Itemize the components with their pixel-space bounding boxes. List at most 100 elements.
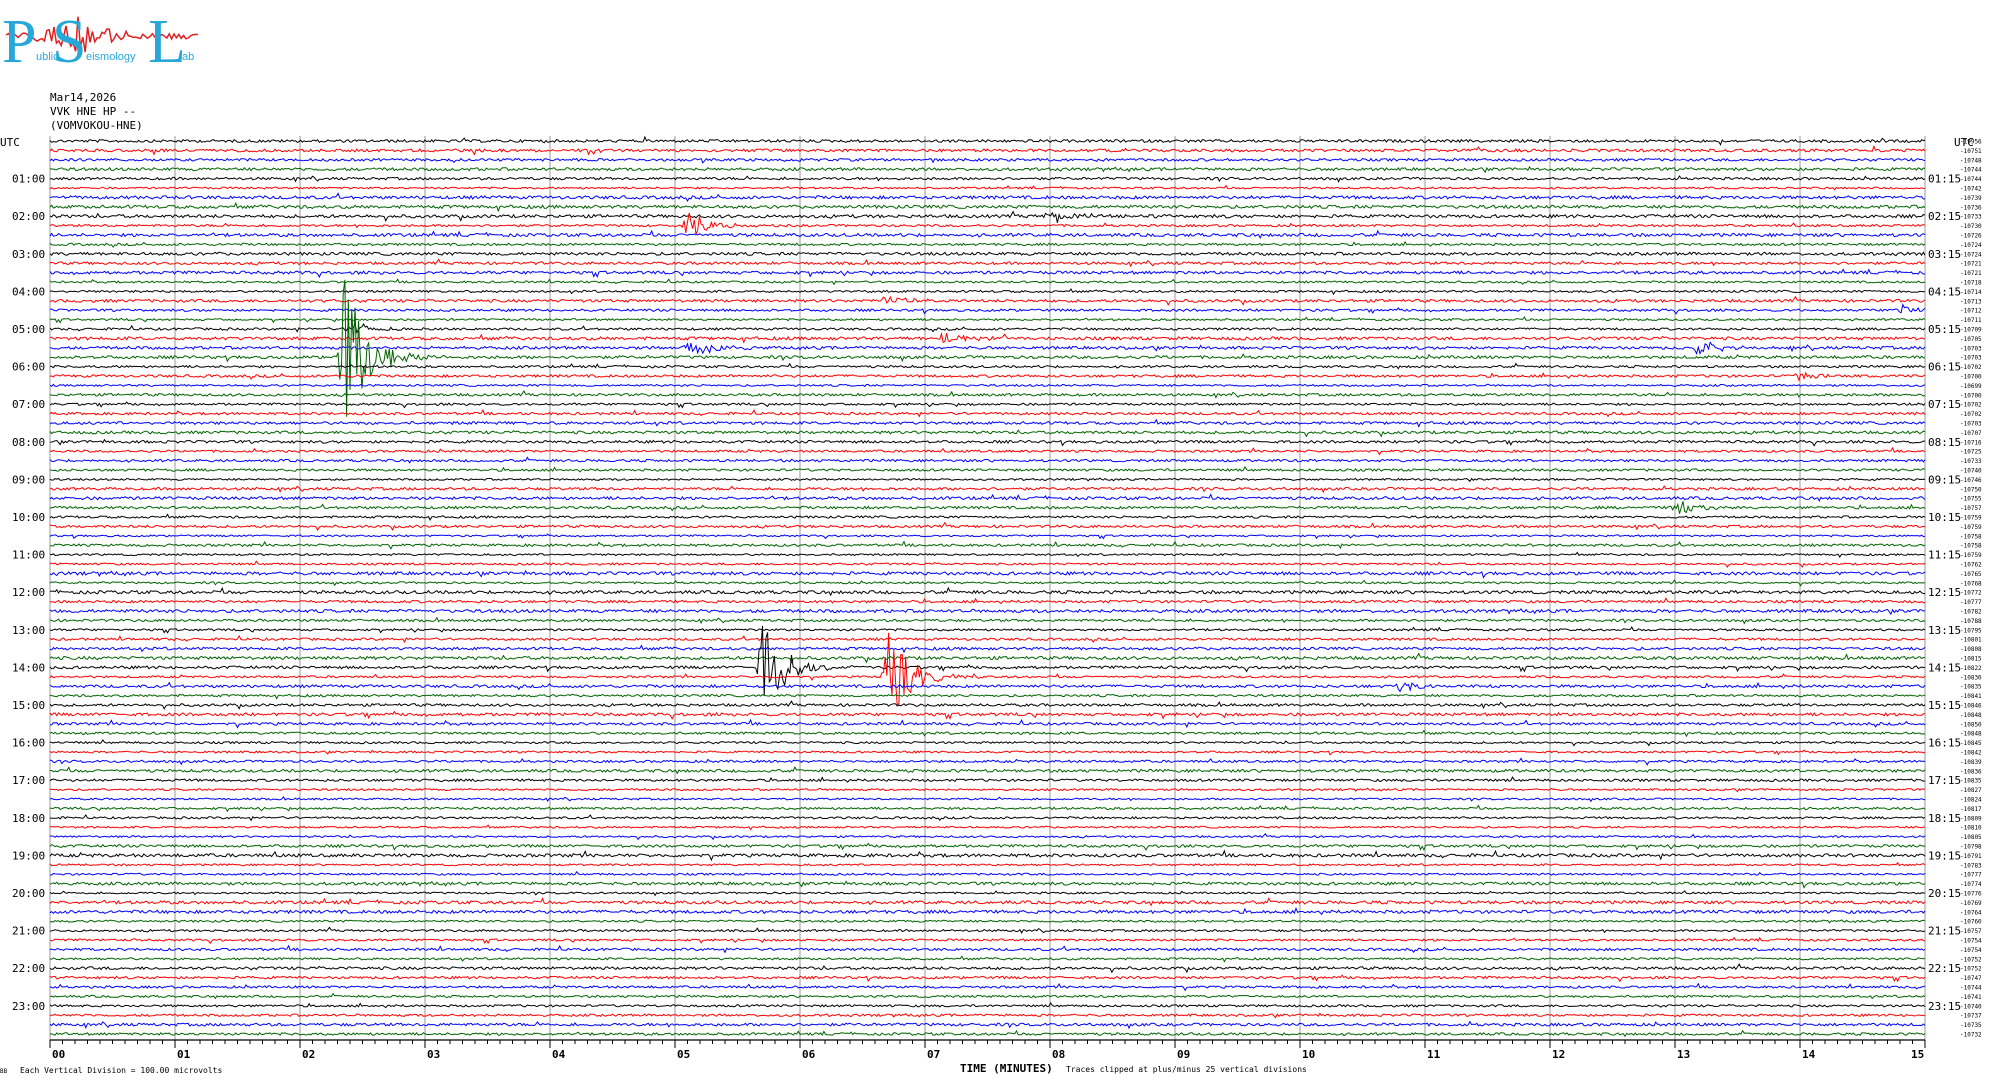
- trace-offset-label: -10782: [1960, 609, 1982, 616]
- left-hour-label: 23:00: [12, 1000, 45, 1013]
- x-tick-label: 11: [1427, 1048, 1441, 1061]
- left-hour-label: 14:00: [12, 661, 45, 674]
- trace-offset-label: -10759: [1960, 552, 1982, 559]
- seismic-trace: [49, 919, 1926, 924]
- seismic-trace: [49, 729, 1926, 738]
- right-hour-label: 02:15: [1928, 210, 1961, 223]
- trace-offset-label: -10758: [1960, 543, 1982, 550]
- x-tick-label: 01: [177, 1048, 191, 1061]
- trace-offset-label: -10845: [1960, 740, 1982, 747]
- seismic-trace: [49, 710, 1926, 720]
- seismic-trace: [49, 446, 1926, 456]
- trace-offset-label: -10777: [1960, 599, 1982, 606]
- trace-offset-label: -10752: [1960, 956, 1982, 963]
- left-hour-label: 15:00: [12, 699, 45, 712]
- axis-labels: 00 01 02 03 04 05 06 07 08 09 10 11 12 13 14 15 -19956 -1…: [12, 139, 1982, 1062]
- trace-offset-label: -10714: [1960, 289, 1982, 296]
- trace-offset-label: -10744: [1960, 167, 1982, 174]
- x-tick-label: 13: [1677, 1048, 1690, 1061]
- right-hour-label: 10:15: [1928, 511, 1961, 524]
- trace-offset-label: -19956: [1960, 139, 1982, 146]
- trace-offset-label: -10817: [1960, 806, 1982, 813]
- seismic-trace: [49, 408, 1926, 418]
- seismic-trace: [49, 586, 1926, 597]
- seismic-trace: [49, 616, 1926, 625]
- logo-letter-p: P: [2, 8, 36, 76]
- seismic-trace: [49, 466, 1926, 473]
- trace-offset-label: -10765: [1960, 571, 1982, 578]
- right-hour-label: 20:15: [1928, 887, 1961, 900]
- trace-offset-label: -10742: [1960, 186, 1982, 193]
- trace-offset-label: -10757: [1960, 928, 1982, 935]
- plot-grid: [49, 136, 1926, 1048]
- seismic-trace: [49, 229, 1926, 240]
- trace-offset-label: -10740: [1960, 1003, 1982, 1010]
- seismic-trace: [49, 842, 1926, 852]
- seismic-trace: [49, 371, 1926, 382]
- trace-offset-label: -10835: [1960, 684, 1982, 691]
- seismic-trace: [50, 870, 1926, 876]
- seismic-trace: [49, 560, 1926, 569]
- trace-offset-label: -10735: [1960, 1022, 1982, 1029]
- seismic-trace: [49, 625, 1926, 696]
- trace-offset-label: -10850: [1960, 721, 1982, 728]
- seismic-trace: [49, 992, 1926, 1000]
- seismic-trace: [49, 644, 1926, 654]
- left-hour-label: 17:00: [12, 774, 45, 787]
- seismic-trace: [49, 652, 1926, 664]
- trace-offset-label: -10835: [1960, 778, 1982, 785]
- logo-letter-l: L: [148, 8, 186, 76]
- trace-offset-label: -10730: [1960, 223, 1982, 230]
- trace-offset-label: -10842: [1960, 750, 1982, 757]
- trace-offset-label: -10759: [1960, 524, 1982, 531]
- seismic-trace: [49, 551, 1926, 558]
- seismic-trace: [49, 145, 1926, 156]
- left-hour-label: 04:00: [12, 285, 45, 298]
- right-hour-label: 01:15: [1928, 173, 1961, 186]
- seismic-trace: [49, 813, 1926, 822]
- right-hour-label: 03:15: [1928, 248, 1961, 261]
- seismic-trace: [49, 316, 1926, 324]
- trace-offset-label: -10702: [1960, 402, 1982, 409]
- right-hour-label: 11:15: [1928, 549, 1961, 562]
- trace-offset-label: -10757: [1960, 505, 1982, 512]
- left-hour-label: 08:00: [12, 436, 45, 449]
- seismic-trace: [49, 926, 1926, 934]
- trace-offset-label: -10703: [1960, 421, 1982, 428]
- right-hour-label: 08:15: [1928, 436, 1961, 449]
- right-hour-label: 12:15: [1928, 586, 1961, 599]
- seismic-trace: [49, 540, 1926, 550]
- trace-offset-label: -10754: [1960, 947, 1982, 954]
- seismic-trace: [49, 861, 1926, 868]
- seismic-trace: [49, 201, 1926, 213]
- seismic-trace: [49, 569, 1926, 579]
- seismic-trace: [49, 608, 1926, 616]
- trace-offset-label: -10721: [1960, 270, 1982, 277]
- header-station: VVK HNE HP --: [50, 105, 136, 118]
- trace-offset-label: -10703: [1960, 355, 1982, 362]
- seismic-trace: [49, 757, 1926, 766]
- trace-offset-label: -10848: [1960, 712, 1982, 719]
- seismic-trace: [49, 485, 1926, 494]
- seismic-trace: [49, 212, 1926, 236]
- trace-offset-label: -10805: [1960, 834, 1982, 841]
- right-hour-label: 13:15: [1928, 624, 1961, 637]
- right-hour-label: 23:15: [1928, 1000, 1961, 1013]
- x-tick-label: 09: [1177, 1048, 1190, 1061]
- seismic-trace: [49, 501, 1926, 514]
- trace-offset-label: -10744: [1960, 176, 1982, 183]
- footer-left-mark: BB: [0, 1068, 8, 1075]
- trace-offset-label: -10746: [1960, 477, 1982, 484]
- left-hour-label: 09:00: [12, 473, 45, 486]
- seismic-trace: [49, 477, 1926, 483]
- trace-offset-label: -10751: [1960, 148, 1982, 155]
- trace-offset-label: -10724: [1960, 251, 1982, 258]
- right-hour-label: 09:15: [1928, 473, 1961, 486]
- trace-offset-label: -10801: [1960, 637, 1982, 644]
- left-hour-label: 07:00: [12, 398, 45, 411]
- trace-offset-label: -10827: [1960, 787, 1982, 794]
- right-utc-label: UTC: [1954, 136, 1974, 149]
- left-hour-label: 22:00: [12, 962, 45, 975]
- seismic-trace: [49, 362, 1926, 370]
- trace-offset-label: -10788: [1960, 618, 1982, 625]
